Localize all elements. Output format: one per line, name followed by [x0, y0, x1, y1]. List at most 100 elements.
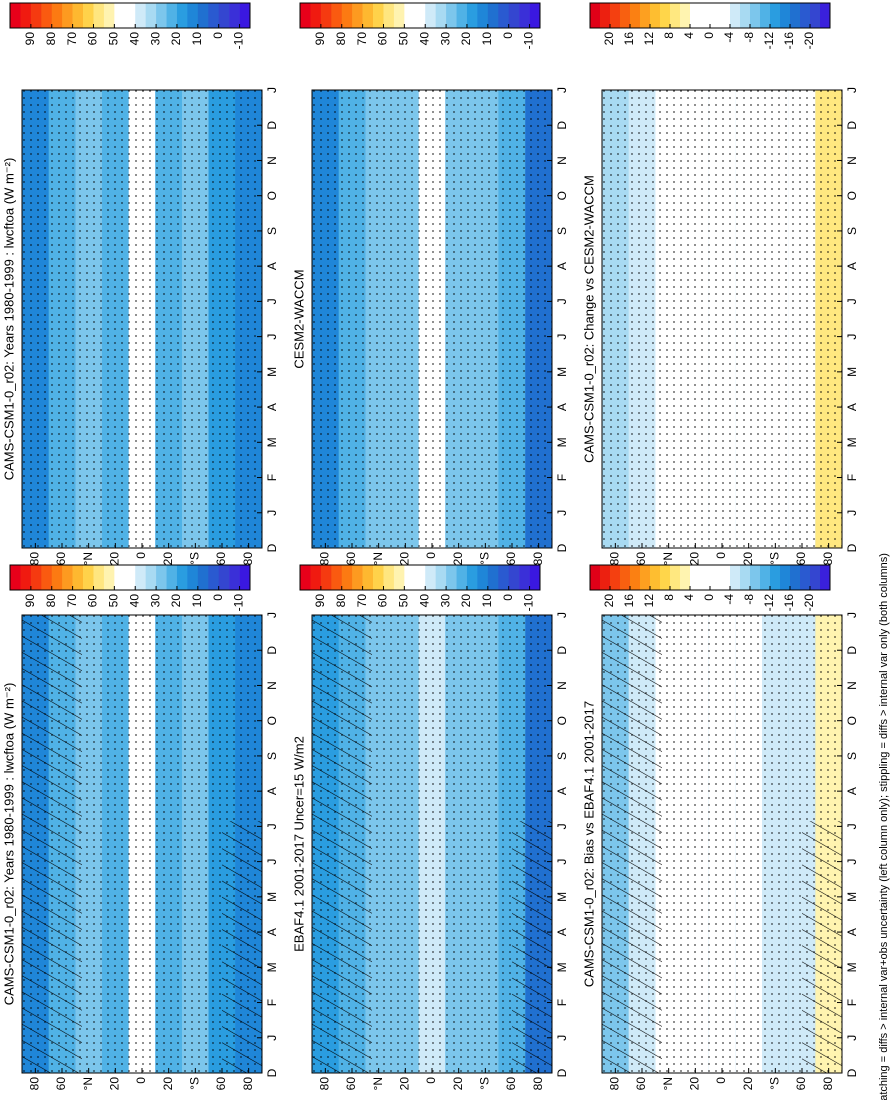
colorbar-swatch	[700, 565, 711, 590]
y-tick-label: °S	[188, 1077, 202, 1090]
x-tick-label: M	[555, 437, 569, 447]
hatching	[22, 615, 82, 1073]
y-tick-label: 80	[241, 552, 255, 566]
y-tick-label: 80	[28, 1077, 42, 1091]
y-tick-label: 0	[424, 552, 438, 559]
y-tick-label: 60	[504, 1077, 518, 1091]
colorbar-swatch	[393, 3, 405, 28]
colorbar-label: 20	[602, 594, 616, 608]
colorbar-label: 10	[480, 594, 494, 608]
x-tick-label: J	[265, 859, 279, 865]
hatching	[512, 821, 552, 1073]
colorbar-label: 16	[622, 32, 636, 46]
colorbar-label: 90	[313, 32, 327, 46]
x-tick-label: J	[845, 1035, 859, 1041]
x-tick-label: J	[265, 510, 279, 516]
colorbar-swatch	[383, 565, 395, 590]
colorbar-label: 20	[169, 32, 183, 46]
colorbar-swatch	[780, 565, 791, 590]
colorbar-swatch	[740, 565, 751, 590]
y-tick-label: 80	[531, 552, 545, 566]
colorbar-swatch	[72, 3, 84, 28]
colorbar-label: 0	[702, 32, 716, 39]
x-tick-label: J	[555, 823, 569, 829]
colorbar-label: 40	[417, 594, 431, 608]
stippling	[312, 90, 552, 548]
y-tick-label: °S	[768, 552, 782, 565]
colorbar-swatch	[331, 3, 343, 28]
colorbar-label: 12	[642, 32, 656, 46]
x-tick-label: A	[265, 403, 279, 411]
hatching	[802, 821, 842, 1073]
y-tick-label: 60	[54, 1077, 68, 1091]
colorbar-label: 70	[65, 32, 79, 46]
colorbar-swatch	[730, 565, 741, 590]
x-tick-label: M	[845, 437, 859, 447]
x-tick-label: A	[845, 403, 859, 411]
x-tick-label: D	[555, 543, 569, 552]
y-tick-label: 60	[344, 552, 358, 566]
x-tick-label: S	[265, 752, 279, 760]
y-tick-label: 0	[134, 552, 148, 559]
y-tick-label: 60	[504, 552, 518, 566]
y-tick-label: 60	[634, 552, 648, 566]
colorbar-swatch	[630, 565, 641, 590]
x-tick-label: N	[555, 156, 569, 165]
x-tick-label: N	[845, 156, 859, 165]
y-tick-label: 20	[398, 1077, 412, 1091]
colorbar-frame	[299, 564, 541, 591]
colorbar-swatch	[341, 3, 353, 28]
y-tick-label: 20	[741, 1077, 755, 1091]
colorbar-swatch	[83, 3, 94, 28]
field	[312, 90, 552, 548]
colorbar-label: 20	[169, 594, 183, 608]
colorbar-label: -16	[782, 594, 796, 612]
colorbar-label: 90	[23, 32, 37, 46]
colorbar-swatch	[20, 565, 32, 590]
x-tick-label: M	[555, 962, 569, 972]
x-tick-label: D	[265, 1068, 279, 1077]
x-tick-label: D	[555, 1068, 569, 1077]
colorbar-swatch	[124, 565, 136, 590]
panel-title: EBAF4.1 2001-2017 Uncer=15 W/m2	[291, 736, 306, 952]
field	[22, 615, 262, 1073]
x-tick-label: D	[845, 646, 859, 655]
x-tick-label: M	[265, 962, 279, 972]
field	[602, 615, 842, 1073]
colorbar-swatch	[414, 565, 426, 590]
colorbar-swatch	[680, 3, 691, 28]
y-tick-label: 20	[108, 1077, 122, 1091]
colorbar-swatch	[620, 3, 631, 28]
colorbar-swatch	[166, 3, 178, 28]
x-tick-label: A	[555, 262, 569, 270]
y-tick-label: °S	[768, 1077, 782, 1090]
x-tick-label: J	[845, 334, 859, 340]
colorbar-swatch	[610, 565, 621, 590]
y-tick-label: 80	[318, 552, 332, 566]
colorbar-label: 90	[23, 594, 37, 608]
x-tick-label: S	[555, 227, 569, 235]
x-tick-label: O	[265, 716, 279, 725]
colorbar-swatch	[135, 565, 146, 590]
colorbar-swatch	[690, 3, 701, 28]
x-tick-label: M	[845, 962, 859, 972]
colorbar-label: 0	[211, 32, 225, 39]
colorbar-swatch	[310, 3, 322, 28]
colorbar-label: -8	[742, 32, 756, 43]
x-tick-label: S	[265, 227, 279, 235]
y-tick-label: 20	[741, 552, 755, 566]
colorbar-swatch	[820, 565, 831, 590]
x-tick-label: S	[555, 752, 569, 760]
x-tick-label: F	[555, 474, 569, 481]
footnote: hatching = diffs > internal var+obs unce…	[878, 553, 890, 1100]
x-tick-label: J	[845, 859, 859, 865]
x-tick-label: A	[265, 928, 279, 936]
x-tick-label: A	[845, 262, 859, 270]
colorbar-swatch	[529, 565, 541, 590]
x-tick-label: M	[845, 367, 859, 377]
colorbar-swatch	[187, 3, 199, 28]
y-tick-label: 60	[214, 1077, 228, 1091]
colorbar-swatch	[487, 565, 499, 590]
colorbar-label: 70	[355, 594, 369, 608]
x-tick-label: J	[265, 87, 279, 93]
